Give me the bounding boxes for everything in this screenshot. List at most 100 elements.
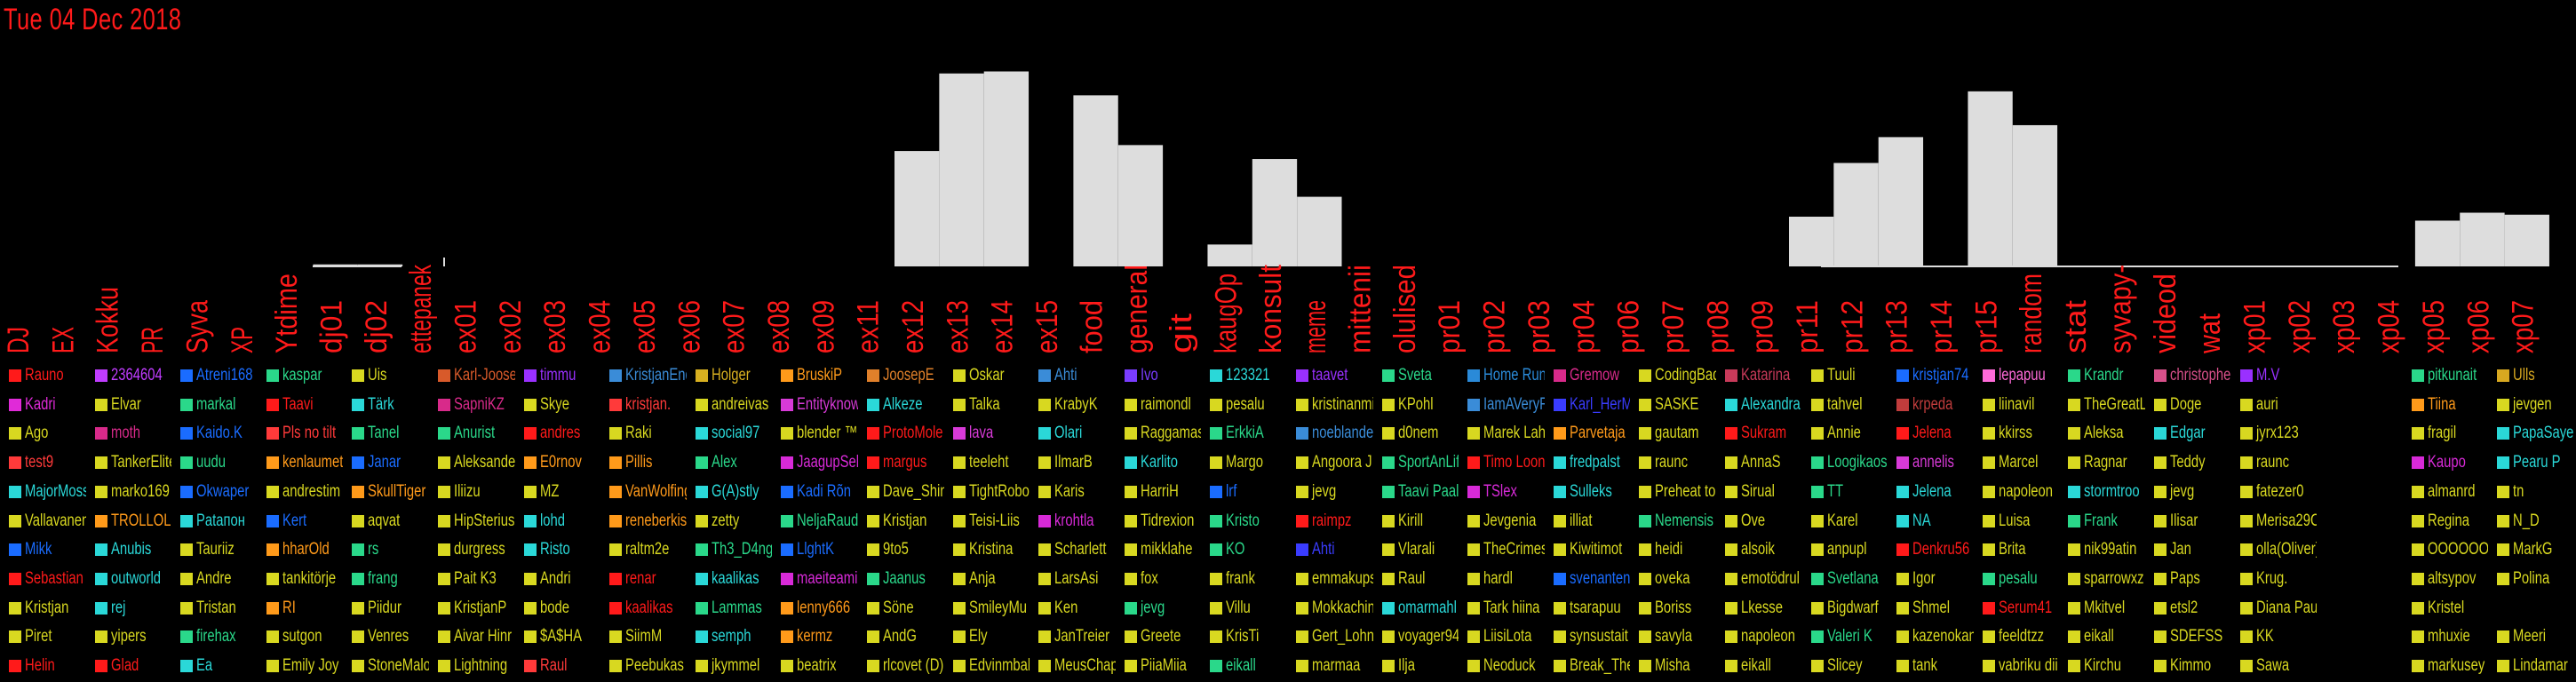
channel-label-DJ[interactable]: DJ [2, 327, 36, 353]
channel-label-xp06[interactable]: xp06 [2461, 300, 2495, 353]
legend-item: Lindamar [2488, 653, 2574, 679]
legend-user-name: Raggamas [1140, 424, 1202, 443]
channel-label-Syva[interactable]: Syva [180, 300, 214, 353]
channel-label-XP[interactable]: XP [226, 327, 259, 353]
legend-item: NA [1888, 508, 1974, 535]
channel-label-ex09[interactable]: ex09 [807, 300, 840, 353]
channel-label-pr02[interactable]: pr02 [1478, 300, 1512, 353]
legend-swatch [94, 456, 107, 470]
legend-item: omarmahl [1373, 595, 1459, 622]
legend-user-name: andrestim [282, 481, 340, 501]
channel-label-pr07[interactable]: pr07 [1657, 300, 1690, 353]
legend-swatch [2411, 660, 2424, 672]
channel-label-pr08[interactable]: pr08 [1701, 300, 1735, 353]
channel-label-random[interactable]: random [2015, 274, 2048, 353]
legend-user-name: marmaa [1312, 656, 1361, 675]
channel-label-pr12[interactable]: pr12 [1835, 300, 1869, 353]
legend-user-name: Piret [25, 627, 52, 646]
channel-label-PR[interactable]: PR [136, 327, 170, 353]
bar-xp05 [2414, 220, 2461, 266]
channel-label-pr03[interactable]: pr03 [1523, 300, 1556, 353]
legend-item: Kadri [0, 392, 86, 418]
channel-label-ex03[interactable]: ex03 [538, 300, 572, 353]
channel-label-konsult[interactable]: konsult [1254, 264, 1288, 353]
legend-user-name: Lindamar [2513, 656, 2569, 675]
legend-swatch [1467, 543, 1481, 557]
legend-swatch [1639, 660, 1652, 672]
channel-label-ex04[interactable]: ex04 [584, 300, 617, 353]
channel-label-olulised[interactable]: olulised [1388, 265, 1422, 353]
legend-user-name: raltm2e [625, 540, 670, 559]
legend-user-name: Boriss [1655, 598, 1692, 617]
legend-user-name: Parvetaja [1569, 424, 1626, 443]
legend-item: eikall [2059, 623, 2145, 650]
legend-swatch [94, 601, 107, 615]
channel-label-pr01[interactable]: pr01 [1433, 300, 1467, 353]
channel-label-Ytdime[interactable]: Ytdime [270, 274, 304, 353]
channel-label-git[interactable]: git [1165, 313, 1198, 353]
channel-label-stat[interactable]: stat [2059, 299, 2093, 353]
channel-label-ex07[interactable]: ex07 [718, 300, 751, 353]
channel-label-pr13[interactable]: pr13 [1880, 300, 1914, 353]
legend-swatch [1381, 514, 1395, 527]
legend-swatch [266, 601, 279, 615]
channel-label-ex02[interactable]: ex02 [494, 300, 528, 353]
legend-user-name: Karlito [1140, 453, 1178, 472]
channel-label-ex12[interactable]: ex12 [896, 300, 930, 353]
legend-swatch [1982, 398, 1995, 411]
legend-swatch [94, 543, 107, 557]
channel-label-wat[interactable]: wat [2193, 313, 2227, 354]
channel-label-syvapy-[interactable]: syvapy- [2103, 265, 2137, 353]
channel-label-xp04[interactable]: xp04 [2373, 300, 2406, 353]
legend-item: firehax [171, 623, 258, 650]
legend-item: Home Run [1459, 362, 1545, 389]
legend-item: olla(Oliver) [2231, 536, 2317, 563]
channel-label-meme[interactable]: meme [1299, 300, 1332, 353]
channel-label-food[interactable]: food [1075, 300, 1109, 353]
channel-label-EX[interactable]: EX [46, 327, 80, 353]
legend-user-name: Luisa [1998, 511, 2031, 530]
channel-label-videod[interactable]: videod [2149, 274, 2182, 353]
channel-label-dj02[interactable]: dj02 [360, 300, 394, 353]
channel-label-xp07[interactable]: xp07 [2507, 300, 2540, 353]
channel-label-pr11[interactable]: pr11 [1791, 300, 1825, 353]
channel-label-mittenii[interactable]: mittenii [1344, 265, 1378, 353]
channel-label-ex08[interactable]: ex08 [762, 300, 796, 353]
channel-label-ex01[interactable]: ex01 [449, 300, 483, 353]
channel-label-ex15[interactable]: ex15 [1030, 300, 1064, 353]
legend-item: Mokkachin [1287, 595, 1373, 622]
legend-user-name: Greete [1140, 627, 1181, 646]
channel-label-pr09[interactable]: pr09 [1746, 300, 1780, 353]
legend-user-name: Pillis [625, 453, 653, 472]
legend-swatch [1810, 456, 1824, 470]
channel-label-ex14[interactable]: ex14 [986, 300, 1020, 353]
legend-item: Aleksander [429, 449, 515, 476]
channel-label-kaugOp[interactable]: kaugOp [1209, 274, 1243, 353]
channel-label-ex05[interactable]: ex05 [628, 300, 662, 353]
legend-swatch [1467, 572, 1481, 585]
channel-label-dj01[interactable]: dj01 [314, 300, 348, 353]
channel-label-pr06[interactable]: pr06 [1612, 300, 1646, 353]
legend-item: Ely [944, 623, 1030, 650]
channel-label-xp02[interactable]: xp02 [2283, 300, 2317, 353]
legend-item: Ilisar [2145, 508, 2231, 535]
legend-swatch [2154, 543, 2167, 557]
channel-label-pr04[interactable]: pr04 [1567, 300, 1601, 353]
channel-label-general[interactable]: general [1120, 265, 1154, 353]
legend-item: Timo Loon [1459, 449, 1545, 476]
channel-label-pr14[interactable]: pr14 [1925, 300, 1959, 353]
channel-label-ettepanek[interactable]: ettepanek [404, 264, 438, 353]
legend-item: Emily Joy [258, 653, 344, 679]
channel-label-Kokku[interactable]: Kokku [91, 287, 125, 353]
channel-label-xp05[interactable]: xp05 [2417, 300, 2451, 353]
channel-label-xp01[interactable]: xp01 [2238, 300, 2272, 353]
channel-label-xp03[interactable]: xp03 [2327, 300, 2361, 353]
channel-label-ex13[interactable]: ex13 [941, 300, 974, 353]
legend-item: KristjanEnd [600, 362, 687, 389]
channel-label-ex11[interactable]: ex11 [852, 300, 886, 353]
legend-user-name: Kaido.K [196, 424, 243, 443]
channel-label-pr15[interactable]: pr15 [1969, 300, 2003, 353]
legend-item: Uis [343, 362, 429, 389]
channel-label-ex06[interactable]: ex06 [672, 300, 706, 353]
legend-user-name: jevg [1140, 598, 1165, 617]
